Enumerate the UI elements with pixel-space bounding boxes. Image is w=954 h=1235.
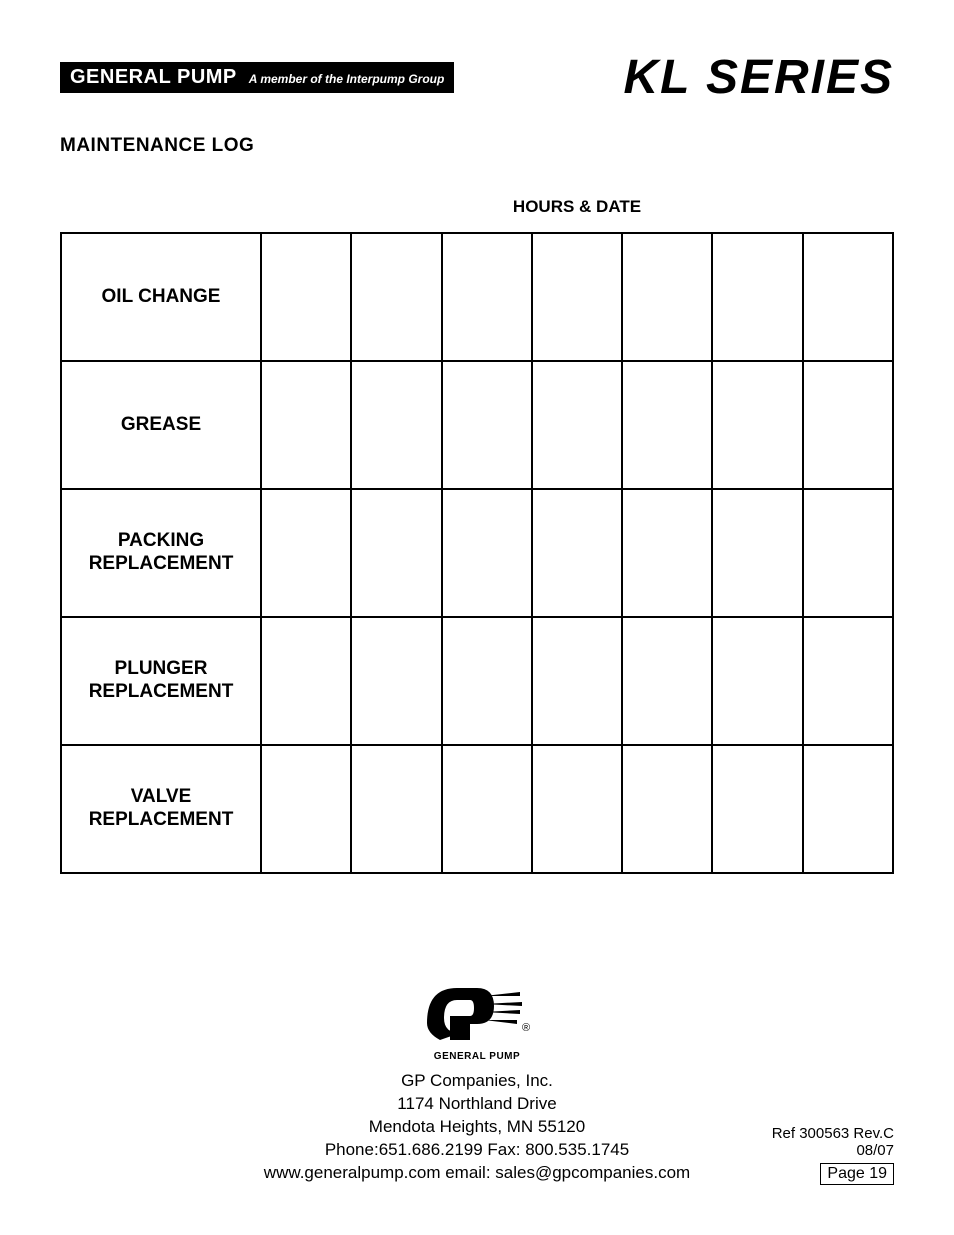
table-header: HOURS & DATE: [60, 197, 894, 217]
table-cell: [261, 489, 351, 617]
web-email: www.generalpump.com email: sales@gpcompa…: [60, 1162, 894, 1185]
table-cell: [261, 361, 351, 489]
table-cell: [351, 233, 441, 361]
table-row: PACKINGREPLACEMENT: [61, 489, 893, 617]
table-cell: [622, 617, 712, 745]
table-cell: [712, 361, 802, 489]
brand-bar: GENERAL PUMP A member of the Interpump G…: [60, 62, 454, 93]
table-cell: [532, 745, 622, 873]
table-row: PLUNGERREPLACEMENT: [61, 617, 893, 745]
table-cell: [532, 361, 622, 489]
table-cell: [622, 489, 712, 617]
table-cell: [712, 233, 802, 361]
footer-right: Ref 300563 Rev.C 08/07 Page 19: [772, 1125, 894, 1185]
page-number: Page 19: [820, 1163, 894, 1185]
logo-subtext: GENERAL PUMP: [60, 1051, 894, 1062]
phone-fax: Phone:651.686.2199 Fax: 800.535.1745: [60, 1139, 894, 1162]
ref-number: Ref 300563 Rev.C: [772, 1125, 894, 1142]
table-cell: [261, 617, 351, 745]
table-row: OIL CHANGE: [61, 233, 893, 361]
row-label: PACKINGREPLACEMENT: [61, 489, 261, 617]
table-cell: [351, 361, 441, 489]
footer-section: ® GENERAL PUMP GP Companies, Inc. 1174 N…: [60, 978, 894, 1185]
section-title: MAINTENANCE LOG: [60, 135, 894, 157]
table-cell: [622, 233, 712, 361]
table-row: VALVEREPLACEMENT: [61, 745, 893, 873]
table-cell: [442, 361, 532, 489]
row-label: GREASE: [61, 361, 261, 489]
table-cell: [351, 617, 441, 745]
table-cell: [803, 489, 893, 617]
table-cell: [803, 617, 893, 745]
table-cell: [622, 361, 712, 489]
table-cell: [712, 489, 802, 617]
series-title: KL SERIES: [623, 50, 894, 105]
table-cell: [351, 489, 441, 617]
table-cell: [803, 233, 893, 361]
table-cell: [622, 745, 712, 873]
table-cell: [442, 233, 532, 361]
logo-block: ® GENERAL PUMP: [60, 978, 894, 1062]
brand-tagline: A member of the Interpump Group: [249, 72, 445, 86]
table-cell: [803, 745, 893, 873]
table-cell: [532, 489, 622, 617]
table-cell: [442, 617, 532, 745]
brand-name: GENERAL PUMP: [70, 66, 237, 89]
address-line1: 1174 Northland Drive: [60, 1093, 894, 1116]
company-info: GP Companies, Inc. 1174 Northland Drive …: [60, 1070, 894, 1185]
header-row: GENERAL PUMP A member of the Interpump G…: [60, 50, 894, 105]
table-cell: [712, 745, 802, 873]
company-name: GP Companies, Inc.: [60, 1070, 894, 1093]
table-cell: [442, 489, 532, 617]
table-cell: [442, 745, 532, 873]
maintenance-log-table: OIL CHANGEGREASEPACKINGREPLACEMENTPLUNGE…: [60, 232, 894, 874]
table-cell: [532, 233, 622, 361]
address-line2: Mendota Heights, MN 55120: [60, 1116, 894, 1139]
table-cell: [351, 745, 441, 873]
table-cell: [261, 233, 351, 361]
gp-logo-icon: ®: [422, 978, 532, 1048]
row-label: OIL CHANGE: [61, 233, 261, 361]
table-cell: [261, 745, 351, 873]
row-label: VALVEREPLACEMENT: [61, 745, 261, 873]
table-cell: [532, 617, 622, 745]
row-label: PLUNGERREPLACEMENT: [61, 617, 261, 745]
table-row: GREASE: [61, 361, 893, 489]
ref-date: 08/07: [772, 1142, 894, 1159]
svg-text:®: ®: [522, 1022, 530, 1034]
table-cell: [712, 617, 802, 745]
table-cell: [803, 361, 893, 489]
